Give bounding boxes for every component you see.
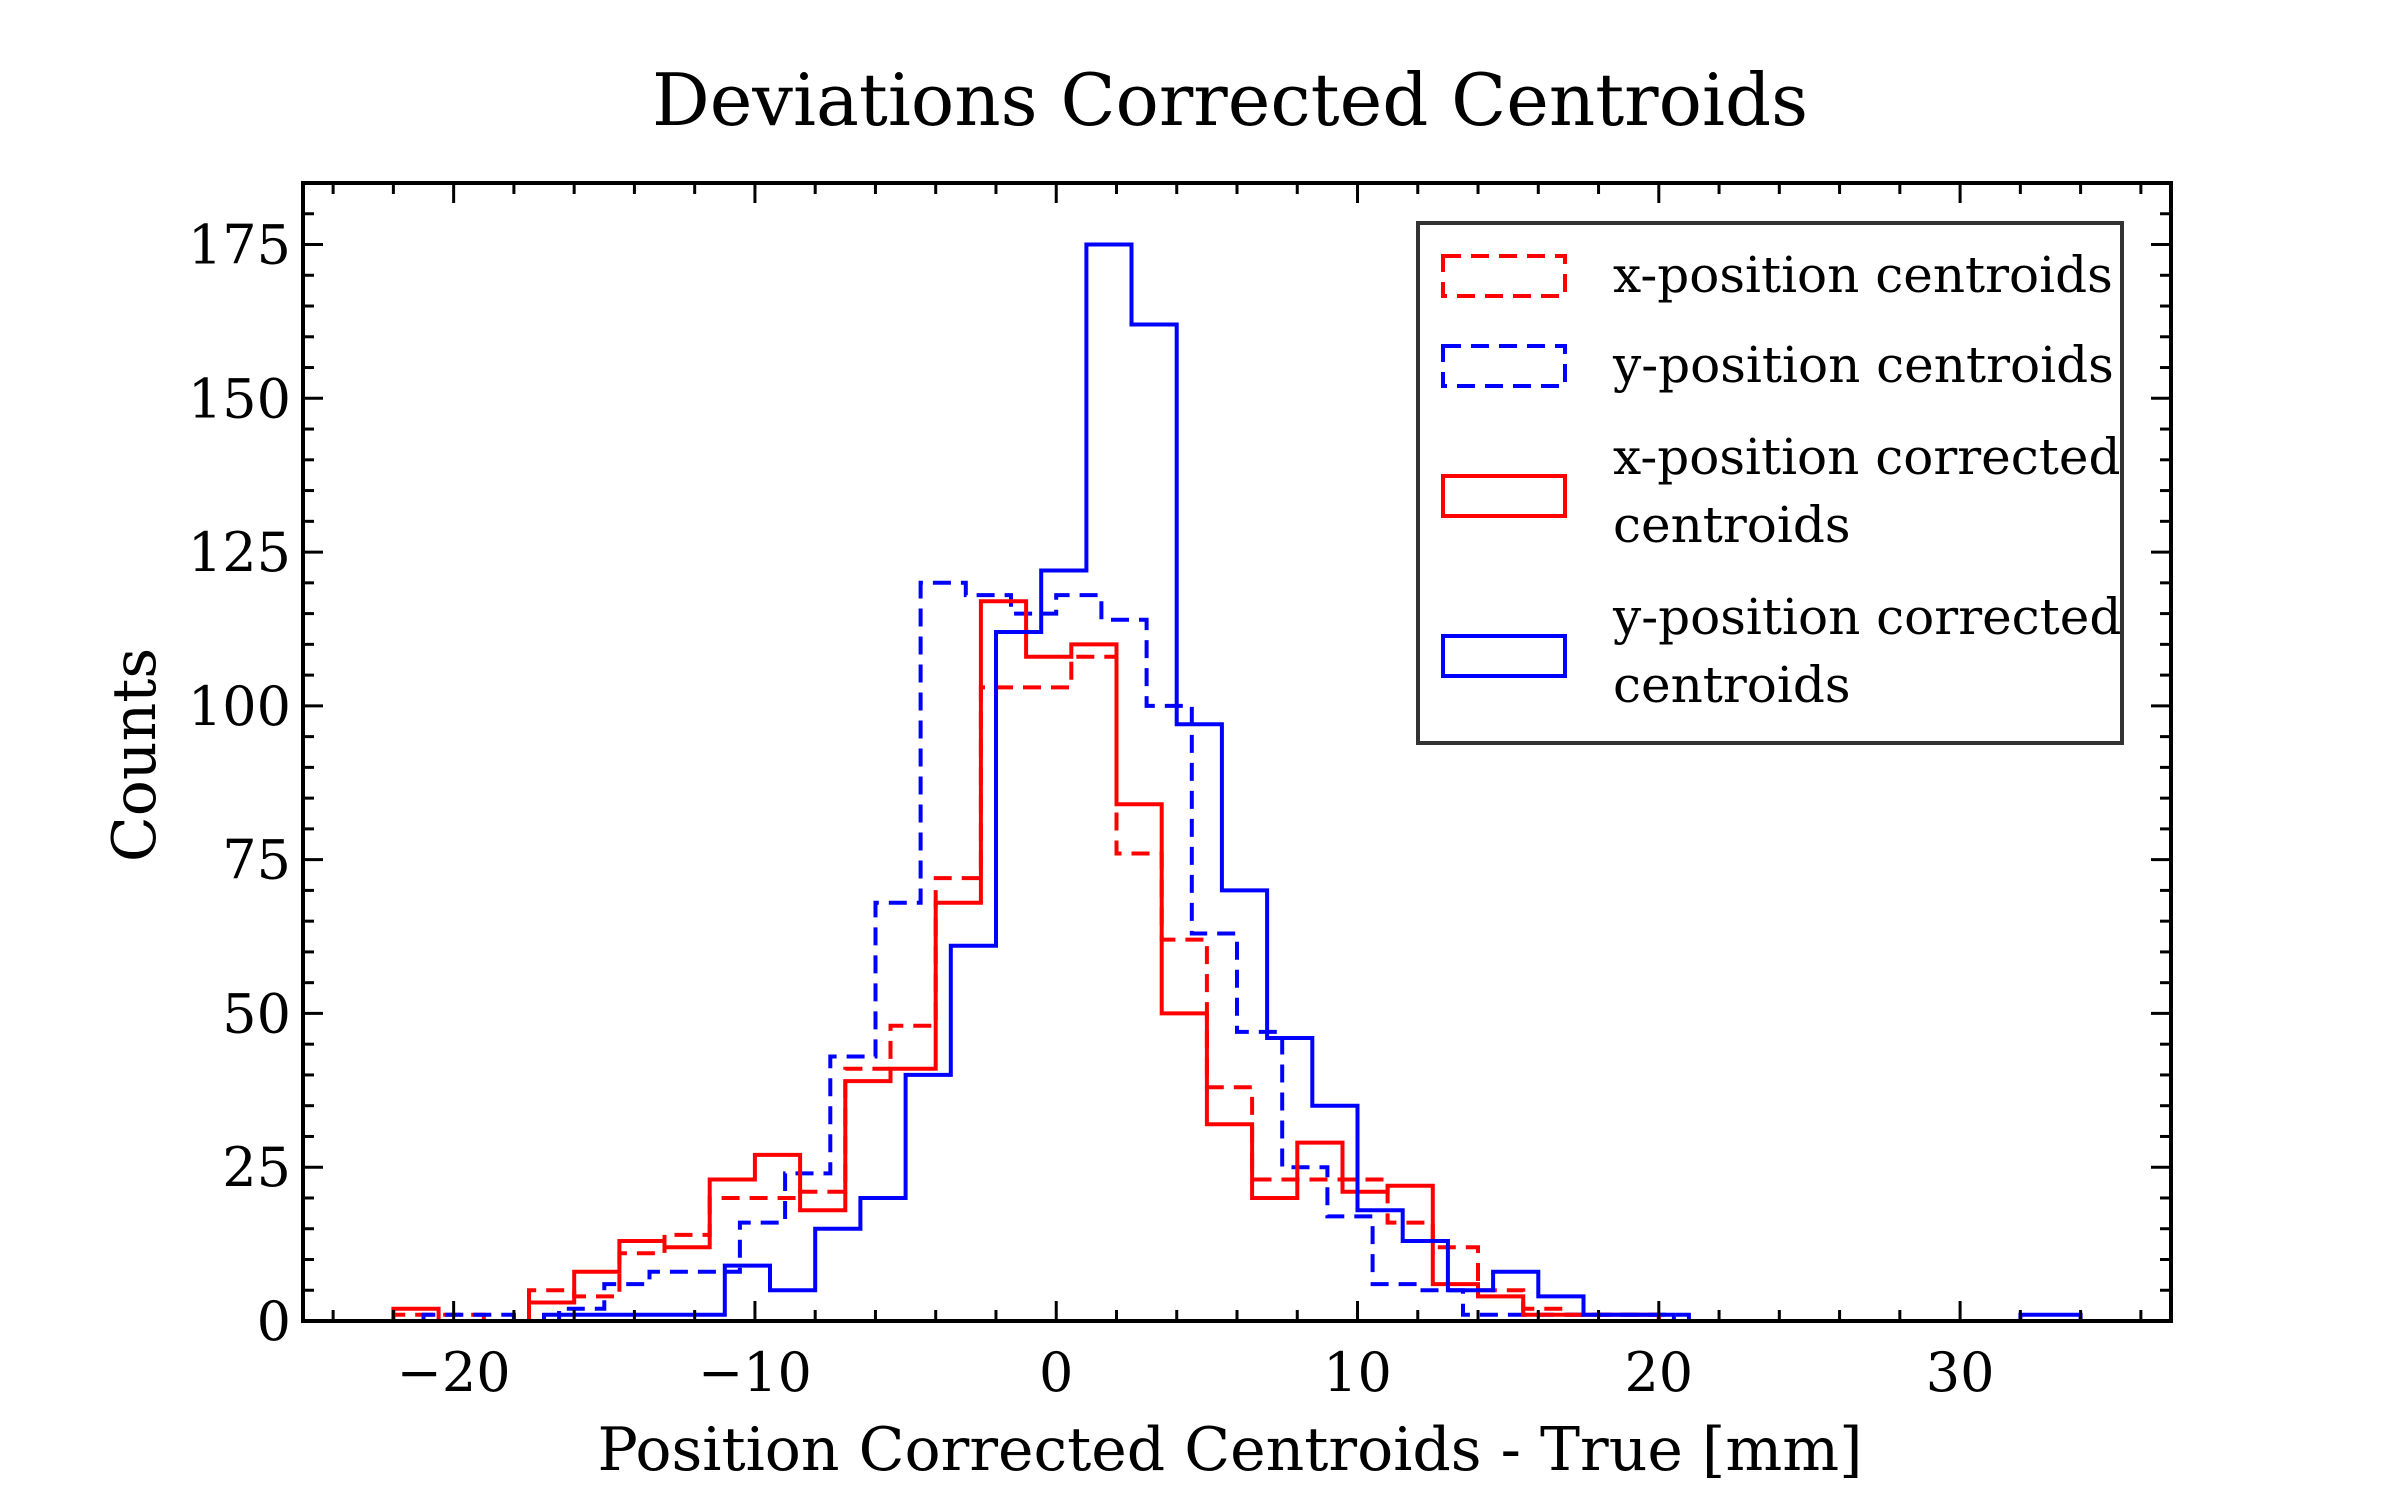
legend: x-position centroids y-position centroids… bbox=[1416, 221, 2124, 745]
x-tick-label: 30 bbox=[1926, 1341, 1995, 1404]
plot-frame bbox=[301, 181, 2173, 1323]
legend-swatch-3 bbox=[1441, 634, 1567, 678]
y-tick-label: 50 bbox=[222, 982, 291, 1045]
legend-label-1: y-position centroids bbox=[1612, 336, 2114, 394]
y-tick-label: 125 bbox=[188, 521, 291, 584]
legend-label-3: y-position corrected bbox=[1612, 588, 2121, 646]
series-0-step-line bbox=[391, 654, 1661, 1323]
x-tick-label: 0 bbox=[1039, 1341, 1073, 1404]
x-tick-label: 20 bbox=[1624, 1341, 1693, 1404]
legend-box bbox=[1416, 221, 2124, 745]
y-tick-label: 150 bbox=[188, 367, 291, 430]
x-axis-label: Position Corrected Centroids - True [mm] bbox=[597, 1415, 1862, 1485]
legend-label-0: x-position centroids bbox=[1613, 246, 2113, 304]
chart-title: Deviations Corrected Centroids bbox=[652, 58, 1808, 142]
legend-label-2: x-position corrected bbox=[1613, 428, 2120, 486]
series-1-step-line bbox=[421, 580, 1691, 1323]
legend-label-2: centroids bbox=[1613, 496, 1851, 554]
plot-series bbox=[391, 242, 2083, 1323]
y-tick-label: 75 bbox=[222, 829, 291, 892]
legend-swatch-0 bbox=[1441, 254, 1567, 298]
series-3-step-line bbox=[542, 242, 1676, 1321]
x-tick-label: −10 bbox=[698, 1341, 812, 1404]
x-tick-label: 10 bbox=[1323, 1341, 1392, 1404]
legend-label-3: centroids bbox=[1613, 656, 1851, 714]
legend-swatch-2 bbox=[1441, 474, 1567, 518]
legend-swatch-1 bbox=[1441, 344, 1567, 388]
y-tick-label: 25 bbox=[222, 1136, 291, 1199]
y-tick-label: 100 bbox=[188, 675, 291, 738]
y-tick-label: 175 bbox=[188, 214, 291, 277]
y-tick-label: 0 bbox=[257, 1290, 291, 1353]
y-axis-label: Counts bbox=[100, 648, 170, 862]
series-2-step-line bbox=[391, 599, 1661, 1323]
x-tick-label: −20 bbox=[397, 1341, 511, 1404]
tick-labels: −20 −10 0 10 20 30 0 25 50 75 100 125 150 175 bbox=[188, 214, 1995, 1404]
